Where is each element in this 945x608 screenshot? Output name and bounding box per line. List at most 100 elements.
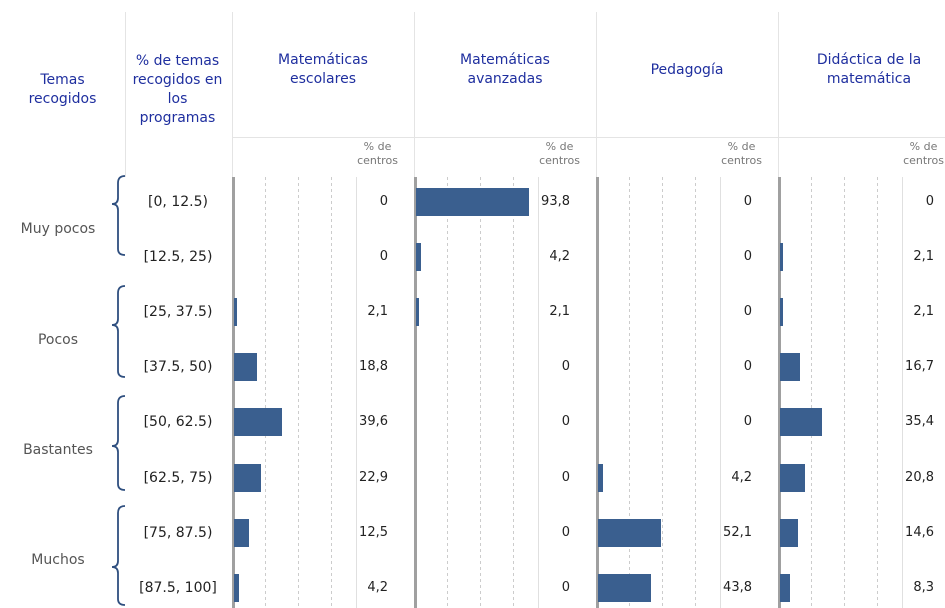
- row-label: [87.5, 100]: [139, 580, 217, 596]
- topics-header: Temas recogidos: [28, 72, 97, 107]
- value-label: 0: [743, 248, 752, 264]
- bar: [234, 298, 237, 326]
- divider: [902, 177, 903, 608]
- group-label: Muchos: [31, 552, 85, 569]
- value-label: 20,8: [905, 469, 934, 485]
- percent-header: % de temas recogidos en los programas: [132, 53, 223, 126]
- value-label: 0: [743, 414, 752, 430]
- value-label: 93,8: [541, 193, 570, 209]
- series-header: Matemáticas avanzadas: [460, 52, 550, 87]
- bar: [234, 463, 262, 492]
- bar: [234, 574, 240, 602]
- grid-line: [629, 177, 630, 608]
- bar: [780, 574, 790, 602]
- series-header: Matemáticas escolares: [278, 52, 368, 87]
- grid-line: [447, 177, 448, 608]
- row-label: [75, 87.5): [143, 524, 213, 541]
- separator: [596, 12, 597, 177]
- value-label: 0: [379, 248, 388, 264]
- bar: [416, 242, 422, 271]
- value-label: 0: [561, 469, 570, 485]
- value-label: 4,2: [549, 248, 570, 264]
- value-label: 0: [743, 304, 752, 319]
- value-label: 18,8: [359, 359, 388, 375]
- grid-line: [877, 177, 878, 608]
- value-label: 39,6: [359, 414, 388, 430]
- separator: [414, 12, 415, 177]
- value-label: 0: [561, 414, 570, 430]
- group-label: Bastantes: [23, 442, 93, 458]
- axis-line: [414, 177, 417, 608]
- axis-line: [778, 177, 781, 608]
- value-label: 0: [743, 359, 752, 375]
- value-label: 0: [561, 580, 570, 595]
- grid-line: [331, 177, 332, 608]
- value-label: 43,8: [723, 580, 752, 595]
- value-label: 35,4: [905, 414, 934, 430]
- separator: [232, 12, 233, 177]
- row-label: [62.5, 75): [143, 469, 213, 486]
- separator: [125, 12, 126, 177]
- bar: [780, 518, 798, 547]
- bar: [234, 408, 282, 437]
- value-label: 2,1: [367, 304, 388, 319]
- bar: [598, 518, 661, 547]
- divider: [356, 177, 357, 608]
- bracket: [111, 505, 126, 606]
- series-header: Didáctica de la matemática: [816, 52, 922, 87]
- value-label: 0: [561, 524, 570, 540]
- row-label: [50, 62.5): [143, 414, 213, 431]
- bar: [780, 353, 801, 382]
- bar: [780, 463, 805, 492]
- grid-line: [480, 177, 481, 608]
- row-label: [25, 37.5): [143, 304, 213, 320]
- subheader: % de centros: [721, 140, 762, 167]
- value-label: 0: [925, 193, 934, 209]
- separator: [778, 12, 779, 177]
- value-label: 0: [379, 193, 388, 209]
- grid-line: [513, 177, 514, 608]
- bar: [234, 353, 257, 382]
- value-label: 12,5: [359, 524, 388, 540]
- bar: [780, 242, 783, 271]
- value-label: 22,9: [359, 469, 388, 485]
- value-label: 4,2: [367, 580, 388, 595]
- grid-line: [695, 177, 696, 608]
- axis-line: [596, 177, 599, 608]
- bracket: [111, 285, 126, 378]
- separator: [232, 137, 945, 138]
- grid-line: [662, 177, 663, 608]
- axis-line: [232, 177, 235, 608]
- value-label: 2,1: [913, 248, 934, 264]
- row-label: [0, 12.5): [148, 193, 208, 210]
- bar: [780, 408, 823, 437]
- series-header: Pedagogía: [650, 61, 724, 78]
- group-label: Muy pocos: [20, 221, 96, 238]
- divider: [720, 177, 721, 608]
- bar: [416, 298, 419, 326]
- value-label: 14,6: [905, 524, 934, 540]
- grid-line: [298, 177, 299, 608]
- subheader: % de centros: [903, 140, 944, 167]
- value-label: 2,1: [913, 304, 934, 319]
- grid-line: [811, 177, 812, 608]
- subheader: % de centros: [357, 140, 398, 167]
- bracket: [111, 175, 126, 256]
- bracket: [111, 395, 126, 491]
- divider: [538, 177, 539, 608]
- bar: [416, 187, 529, 216]
- bar: [780, 298, 783, 326]
- value-label: 4,2: [731, 469, 752, 485]
- subheader: % de centros: [539, 140, 580, 167]
- value-label: 8,3: [913, 580, 934, 595]
- bar: [234, 518, 249, 547]
- value-label: 0: [743, 193, 752, 209]
- value-label: 16,7: [905, 359, 934, 375]
- grid-line: [265, 177, 266, 608]
- value-label: 0: [561, 359, 570, 375]
- group-label: Pocos: [37, 331, 79, 348]
- value-label: 2,1: [549, 304, 570, 319]
- value-label: 52,1: [723, 524, 752, 540]
